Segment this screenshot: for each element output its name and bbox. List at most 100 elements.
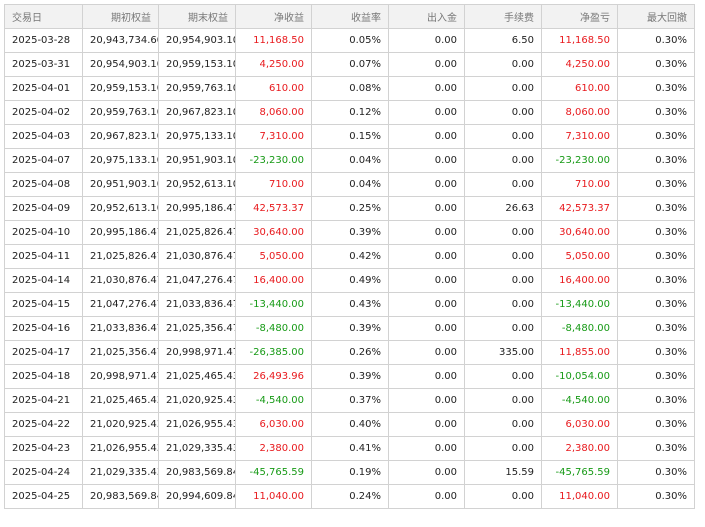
cell-commission: 0.00	[464, 268, 542, 293]
table-row[interactable]: 2025-04-11 21,025,826.47 21,030,876.47 5,05…	[4, 244, 695, 269]
table-row[interactable]: 2025-04-24 21,029,335.43 20,983,569.84 -45,…	[4, 460, 695, 485]
table-body: 2025-03-28 20,943,734.60 20,954,903.10 11,1…	[4, 28, 695, 509]
table-row[interactable]: 2025-04-25 20,983,569.84 20,994,609.84 11,0…	[4, 484, 695, 509]
cell-return-rate: 0.26%	[311, 340, 389, 365]
cell-opening-equity: 20,998,971.47	[82, 364, 159, 389]
cell-trade-date: 2025-04-07	[4, 148, 83, 173]
cell-opening-equity: 21,033,836.47	[82, 316, 159, 341]
cell-max-drawdown: 0.30%	[617, 172, 695, 197]
table-row[interactable]: 2025-04-16 21,033,836.47 21,025,356.47 -8,4…	[4, 316, 695, 341]
table-row[interactable]: 2025-04-14 21,030,876.47 21,047,276.47 16,4…	[4, 268, 695, 293]
cell-return-rate: 0.37%	[311, 388, 389, 413]
cell-trade-date: 2025-04-02	[4, 100, 83, 125]
cell-trade-date: 2025-03-28	[4, 28, 83, 53]
cell-deposit-withdrawal: 0.00	[388, 148, 465, 173]
cell-trade-date: 2025-04-01	[4, 76, 83, 101]
cell-commission: 15.59	[464, 460, 542, 485]
cell-deposit-withdrawal: 0.00	[388, 100, 465, 125]
cell-trade-date: 2025-04-24	[4, 460, 83, 485]
cell-return-rate: 0.43%	[311, 292, 389, 317]
table-row[interactable]: 2025-04-17 21,025,356.47 20,998,971.47 -26,…	[4, 340, 695, 365]
cell-opening-equity: 20,967,823.10	[82, 124, 159, 149]
cell-net-profit-loss: 6,030.00	[541, 412, 618, 437]
cell-closing-equity: 20,995,186.47	[158, 196, 236, 221]
cell-net-profit-loss: 11,168.50	[541, 28, 618, 53]
column-header-commission[interactable]: 手续费	[464, 4, 542, 29]
cell-opening-equity: 21,020,925.43	[82, 412, 159, 437]
column-header-closing-equity[interactable]: 期末权益	[158, 4, 236, 29]
cell-deposit-withdrawal: 0.00	[388, 244, 465, 269]
cell-deposit-withdrawal: 0.00	[388, 484, 465, 509]
table-row[interactable]: 2025-03-31 20,954,903.10 20,959,153.10 4,25…	[4, 52, 695, 77]
column-header-net-income[interactable]: 净收益	[235, 4, 312, 29]
cell-opening-equity: 20,959,153.10	[82, 76, 159, 101]
cell-max-drawdown: 0.30%	[617, 316, 695, 341]
table-row[interactable]: 2025-04-10 20,995,186.47 21,025,826.47 30,6…	[4, 220, 695, 245]
table-row[interactable]: 2025-04-08 20,951,903.10 20,952,613.10 710.…	[4, 172, 695, 197]
table-row[interactable]: 2025-04-09 20,952,613.10 20,995,186.47 42,5…	[4, 196, 695, 221]
cell-max-drawdown: 0.30%	[617, 436, 695, 461]
cell-commission: 0.00	[464, 292, 542, 317]
cell-return-rate: 0.04%	[311, 172, 389, 197]
table-row[interactable]: 2025-04-03 20,967,823.10 20,975,133.10 7,31…	[4, 124, 695, 149]
cell-return-rate: 0.39%	[311, 220, 389, 245]
cell-opening-equity: 21,030,876.47	[82, 268, 159, 293]
cell-opening-equity: 20,975,133.10	[82, 148, 159, 173]
cell-trade-date: 2025-04-09	[4, 196, 83, 221]
cell-closing-equity: 21,033,836.47	[158, 292, 236, 317]
table-row[interactable]: 2025-04-21 21,025,465.43 21,020,925.43 -4,5…	[4, 388, 695, 413]
cell-deposit-withdrawal: 0.00	[388, 52, 465, 77]
cell-closing-equity: 20,952,613.10	[158, 172, 236, 197]
column-header-trade-date[interactable]: 交易日	[4, 4, 83, 29]
column-header-max-drawdown[interactable]: 最大回撤	[617, 4, 695, 29]
cell-closing-equity: 21,025,826.47	[158, 220, 236, 245]
cell-max-drawdown: 0.30%	[617, 100, 695, 125]
cell-opening-equity: 20,954,903.10	[82, 52, 159, 77]
cell-deposit-withdrawal: 0.00	[388, 220, 465, 245]
column-header-net-profit-loss[interactable]: 净盈亏	[541, 4, 618, 29]
cell-opening-equity: 20,943,734.60	[82, 28, 159, 53]
table-row[interactable]: 2025-04-02 20,959,763.10 20,967,823.10 8,06…	[4, 100, 695, 125]
cell-max-drawdown: 0.30%	[617, 76, 695, 101]
cell-opening-equity: 21,025,465.43	[82, 388, 159, 413]
cell-trade-date: 2025-04-18	[4, 364, 83, 389]
cell-trade-date: 2025-04-14	[4, 268, 83, 293]
column-header-return-rate[interactable]: 收益率	[311, 4, 389, 29]
cell-return-rate: 0.08%	[311, 76, 389, 101]
cell-closing-equity: 21,029,335.43	[158, 436, 236, 461]
table-row[interactable]: 2025-04-15 21,047,276.47 21,033,836.47 -13,…	[4, 292, 695, 317]
cell-return-rate: 0.49%	[311, 268, 389, 293]
cell-net-profit-loss: -13,440.00	[541, 292, 618, 317]
table-row[interactable]: 2025-03-28 20,943,734.60 20,954,903.10 11,1…	[4, 28, 695, 53]
cell-deposit-withdrawal: 0.00	[388, 412, 465, 437]
cell-opening-equity: 20,995,186.47	[82, 220, 159, 245]
cell-closing-equity: 20,994,609.84	[158, 484, 236, 509]
table-row[interactable]: 2025-04-07 20,975,133.10 20,951,903.10 -23,…	[4, 148, 695, 173]
cell-max-drawdown: 0.30%	[617, 460, 695, 485]
cell-opening-equity: 20,959,763.10	[82, 100, 159, 125]
cell-closing-equity: 21,025,465.43	[158, 364, 236, 389]
cell-opening-equity: 20,983,569.84	[82, 484, 159, 509]
column-header-opening-equity[interactable]: 期初权益	[82, 4, 159, 29]
table-row[interactable]: 2025-04-01 20,959,153.10 20,959,763.10 610.…	[4, 76, 695, 101]
table-row[interactable]: 2025-04-18 20,998,971.47 21,025,465.43 26,4…	[4, 364, 695, 389]
cell-commission: 0.00	[464, 316, 542, 341]
cell-net-profit-loss: -45,765.59	[541, 460, 618, 485]
cell-return-rate: 0.24%	[311, 484, 389, 509]
cell-net-income: 11,168.50	[235, 28, 312, 53]
cell-deposit-withdrawal: 0.00	[388, 292, 465, 317]
table-row[interactable]: 2025-04-22 21,020,925.43 21,026,955.43 6,03…	[4, 412, 695, 437]
cell-net-income: 7,310.00	[235, 124, 312, 149]
cell-net-profit-loss: 5,050.00	[541, 244, 618, 269]
cell-commission: 0.00	[464, 244, 542, 269]
cell-trade-date: 2025-04-21	[4, 388, 83, 413]
daily-equity-table: 交易日 期初权益 期末权益 净收益 收益率 出入金 手续费 净盈亏 最大回撤 2…	[4, 4, 695, 509]
cell-net-income: 8,060.00	[235, 100, 312, 125]
cell-return-rate: 0.19%	[311, 460, 389, 485]
cell-return-rate: 0.15%	[311, 124, 389, 149]
cell-trade-date: 2025-03-31	[4, 52, 83, 77]
column-header-deposit-withdrawal[interactable]: 出入金	[388, 4, 465, 29]
cell-opening-equity: 20,952,613.10	[82, 196, 159, 221]
cell-max-drawdown: 0.30%	[617, 364, 695, 389]
table-row[interactable]: 2025-04-23 21,026,955.43 21,029,335.43 2,38…	[4, 436, 695, 461]
